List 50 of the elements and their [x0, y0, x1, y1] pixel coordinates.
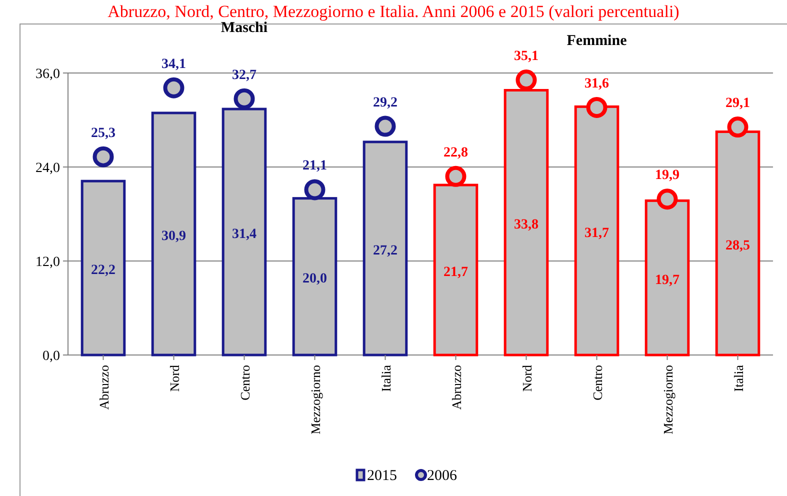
data-label: 22,2 [91, 263, 116, 278]
x-tick-label: Italia [378, 364, 394, 392]
point [656, 188, 678, 210]
x-tick-label: Centro [237, 365, 252, 400]
data-label: 27,2 [373, 243, 398, 258]
x-tick-label: Nord [519, 364, 534, 392]
text: Femmine [566, 33, 628, 49]
point [374, 116, 396, 137]
x-tick-label: Mezzogiorno [308, 365, 323, 434]
data-label: 20,0 [302, 272, 327, 287]
bar [362, 140, 408, 356]
data-label: 31,4 [232, 227, 256, 242]
chart-title: Abruzzo, Nord, Centro, Mezzogiorno e Italia. Anni 2006 e 2015 (valori percentuali) [108, 2, 680, 21]
point [92, 146, 114, 168]
legend-label: 2015 [367, 468, 397, 484]
bar [151, 112, 196, 356]
bar [80, 180, 126, 356]
data-label: 19,9 [655, 168, 680, 184]
data-label: 31,7 [584, 226, 609, 241]
x-tick-label: Nord [166, 364, 182, 392]
data-label: 29,1 [726, 96, 750, 112]
x-tick-label: Abruzzo [96, 365, 112, 410]
y-tick-label: 0,0 [42, 349, 60, 364]
point [304, 179, 326, 200]
point [516, 70, 537, 91]
x-tick-label: Mezzogiorno [660, 365, 676, 434]
point [163, 77, 184, 98]
point [727, 116, 748, 138]
data-label: 30,9 [162, 228, 186, 244]
point [586, 96, 608, 118]
data-label: 34,1 [162, 56, 186, 72]
data-label: 35,1 [514, 49, 538, 64]
data-label: 19,7 [655, 272, 680, 288]
data-label: 21,7 [444, 265, 468, 280]
x-tick-label: Italia [730, 364, 746, 392]
x-tick-label: Abruzzo [448, 365, 464, 410]
data-label: 33,8 [514, 218, 538, 233]
data-label: 31,6 [584, 76, 609, 92]
data-label: 22,8 [444, 145, 468, 160]
data-label: 25,3 [91, 126, 116, 141]
y-tick-label: 24,0 [36, 161, 60, 176]
x-tick-label: Centro [590, 365, 605, 400]
data-label: 28,5 [726, 238, 750, 254]
y-tick-label: 36,0 [36, 67, 60, 82]
data-label: 29,2 [373, 95, 398, 110]
point [234, 88, 255, 110]
text: Maschi [220, 20, 268, 36]
y-tick-label: 12,0 [36, 255, 60, 270]
legend-label: 2006 [427, 468, 458, 484]
point [445, 166, 466, 187]
